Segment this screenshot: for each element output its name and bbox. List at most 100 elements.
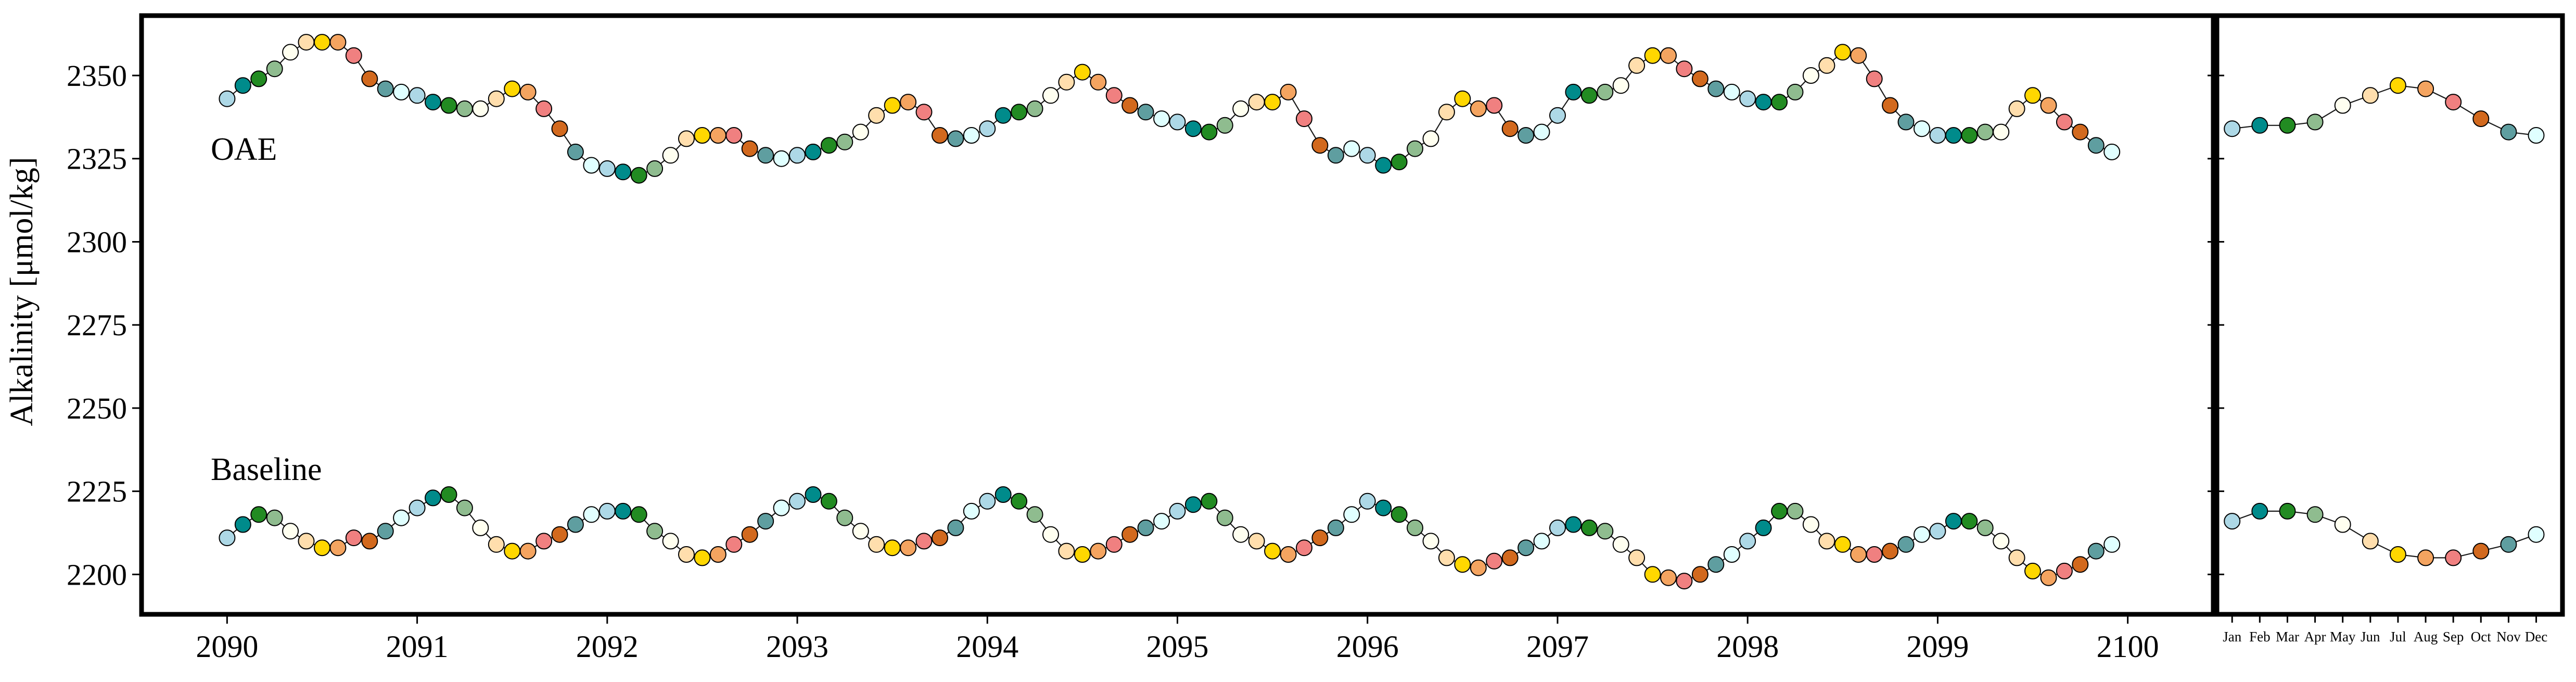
baseline-point	[1993, 533, 2010, 550]
clim-series-group	[2224, 77, 2545, 566]
baseline-point	[219, 529, 236, 547]
oae-point	[994, 107, 1012, 124]
oae-point	[836, 133, 853, 150]
oae-climatology-point	[2362, 87, 2379, 104]
oae-point	[2056, 113, 2073, 131]
oae-point	[1866, 70, 1883, 87]
baseline-point	[250, 506, 267, 523]
oae-point	[583, 157, 600, 174]
oae-point	[1897, 113, 1915, 131]
x-tick-label: 2094	[956, 629, 1018, 664]
baseline-point	[1454, 556, 1471, 573]
oae-point	[1787, 83, 1804, 100]
monthly-climatology-panel: Jan Feb Mar Apr May Jun Jul Aug Sep Oct Nov Dec	[2208, 13, 2565, 645]
oae-point	[1375, 157, 1392, 174]
month-tick-label: Aug	[2414, 629, 2438, 645]
x-tick-label: 2096	[1336, 629, 1399, 664]
baseline-point	[1327, 519, 1344, 536]
x-tick-label: 2100	[2097, 629, 2159, 664]
x-tick-label: 2095	[1146, 629, 1209, 664]
baseline-point	[1407, 519, 1423, 536]
oae-climatology-line	[2232, 85, 2536, 136]
baseline-point	[2072, 556, 2089, 573]
baseline-point	[2040, 569, 2057, 586]
oae-point	[1296, 110, 1312, 128]
baseline-point	[2087, 542, 2105, 560]
oae-point	[2103, 143, 2121, 160]
oae-point	[1755, 94, 1772, 111]
oae-point	[932, 127, 948, 144]
oae-point	[1802, 67, 1819, 84]
oae-point	[1549, 107, 1566, 124]
oae-point	[314, 34, 330, 51]
baseline-point	[1691, 566, 1708, 583]
baseline-point	[1422, 533, 1439, 550]
oae-point	[1201, 123, 1218, 141]
baseline-point	[345, 529, 362, 547]
baseline-point	[805, 486, 822, 503]
oae-point	[2087, 137, 2105, 154]
baseline-point	[2103, 536, 2121, 553]
y-tick-label: 2300	[67, 225, 127, 259]
oae-point	[409, 87, 426, 104]
oae-climatology-point	[2251, 117, 2268, 134]
oae-point	[1565, 83, 1582, 100]
month-tick-label: Feb	[2249, 629, 2271, 645]
oae-point	[820, 137, 837, 154]
baseline-point	[1818, 533, 1835, 550]
baseline-series-label: Baseline	[211, 452, 322, 487]
oae-point	[1232, 100, 1249, 117]
baseline-point	[1945, 513, 1962, 530]
baseline-point	[1391, 506, 1408, 523]
oae-point	[2040, 97, 2057, 114]
baseline-point	[884, 539, 901, 557]
month-tick-label: Oct	[2471, 629, 2491, 645]
baseline-point	[1660, 569, 1677, 586]
y-tick-label: 2325	[67, 142, 127, 176]
baseline-point	[852, 523, 869, 540]
oae-point	[282, 44, 299, 61]
baseline-point	[994, 486, 1012, 503]
baseline-point	[1169, 502, 1186, 520]
oae-point	[250, 70, 267, 87]
baseline-climatology-line	[2231, 510, 2536, 559]
x-tick-label: 2099	[1906, 629, 1969, 664]
baseline-climatology-point	[2279, 502, 2296, 520]
baseline-point	[1565, 516, 1582, 533]
oae-point	[979, 120, 996, 137]
oae-point	[1470, 100, 1487, 117]
baseline-point	[1533, 533, 1550, 550]
oae-point	[694, 127, 711, 144]
baseline-point	[646, 523, 664, 540]
y-tick-label: 2250	[67, 391, 127, 425]
oae-point	[678, 130, 695, 147]
baseline-climatology-point	[2362, 533, 2379, 550]
baseline-point	[1676, 573, 1693, 590]
baseline-point	[409, 499, 426, 516]
baseline-point	[709, 546, 726, 563]
oae-point	[1011, 104, 1028, 121]
oae-point	[1327, 147, 1344, 164]
baseline-point	[535, 533, 553, 550]
oae-point	[1961, 127, 1978, 144]
baseline-point	[377, 523, 394, 540]
baseline-point	[868, 536, 885, 553]
baseline-point	[1628, 549, 1646, 566]
baseline-climatology-point	[2500, 536, 2517, 553]
baseline-climatology-point	[2472, 542, 2490, 560]
clim-plot-frame	[2214, 13, 2565, 617]
oae-point	[1850, 47, 1867, 64]
month-tick-label: Jan	[2223, 629, 2241, 645]
oae-point	[1090, 73, 1107, 91]
baseline-point	[1153, 513, 1170, 530]
baseline-point	[1580, 519, 1598, 536]
baseline-point	[361, 533, 378, 550]
oae-point	[1153, 110, 1170, 128]
oae-point	[1169, 113, 1186, 131]
baseline-point	[1058, 542, 1075, 560]
baseline-point	[488, 536, 505, 553]
oae-point	[1391, 154, 1408, 171]
oae-climatology-point	[2389, 77, 2406, 94]
baseline-point	[1280, 546, 1297, 563]
baseline-point	[1121, 526, 1139, 543]
